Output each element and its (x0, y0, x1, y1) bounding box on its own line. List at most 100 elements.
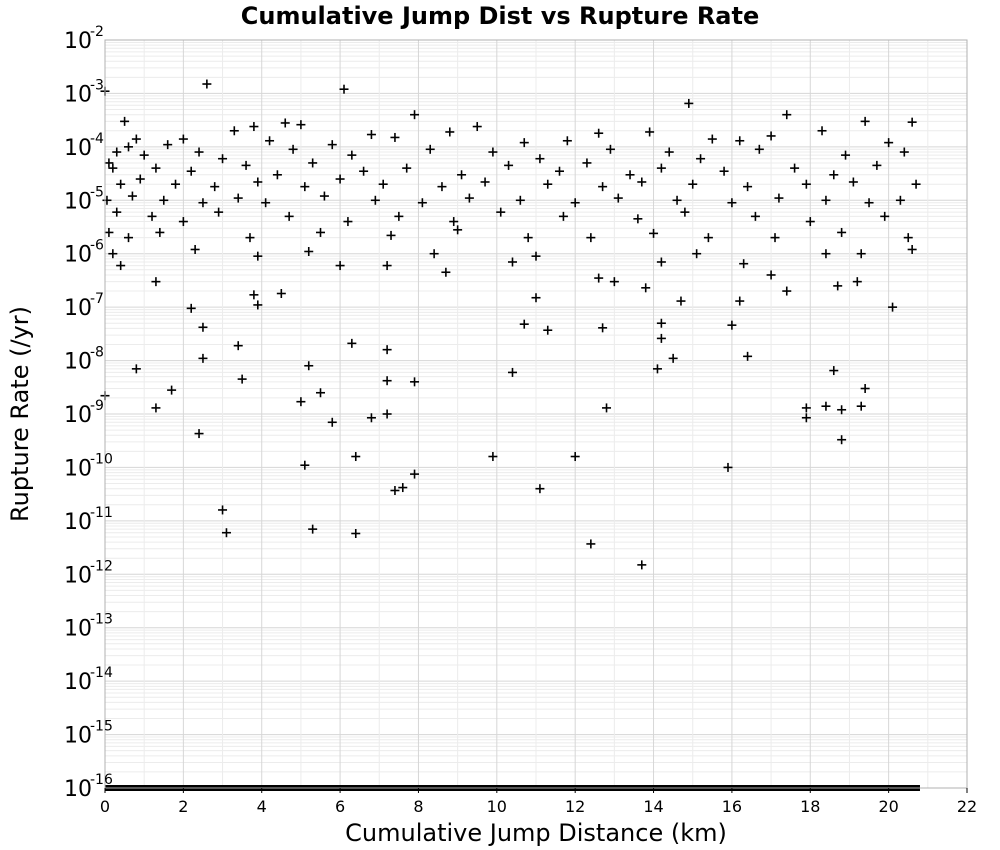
y-tick-label: 10-13 (64, 612, 113, 642)
data-point (598, 323, 608, 333)
data-point (351, 452, 361, 462)
data-point (888, 302, 898, 312)
x-tick-label: 4 (257, 797, 267, 816)
data-point (151, 403, 161, 413)
chart-title: Cumulative Jump Dist vs Rupture Rate (241, 2, 760, 30)
data-point (253, 300, 263, 310)
y-tick-base: 10 (64, 670, 92, 695)
data-point (594, 273, 604, 283)
data-point (382, 261, 392, 271)
data-point (488, 452, 498, 462)
y-tick-label: 10-5 (64, 184, 104, 214)
y-tick-label: 10-6 (64, 238, 104, 268)
x-tick-label: 0 (100, 797, 110, 816)
y-tick-base: 10 (64, 403, 92, 428)
data-point (727, 198, 737, 208)
data-point (210, 182, 220, 192)
data-point (335, 174, 345, 184)
y-tick-exponent: -12 (90, 558, 113, 574)
data-point (194, 147, 204, 157)
data-point (218, 505, 228, 515)
y-tick-base: 10 (64, 456, 92, 481)
data-point (253, 251, 263, 261)
data-point (535, 484, 545, 494)
data-point (837, 405, 847, 415)
data-point (378, 179, 388, 189)
data-point (895, 195, 905, 205)
y-tick-base: 10 (64, 29, 92, 54)
data-point (198, 198, 208, 208)
y-tick-exponent: -2 (90, 24, 104, 40)
data-point (437, 182, 447, 192)
data-point (382, 409, 392, 419)
data-point (519, 319, 529, 329)
data-point (860, 116, 870, 126)
data-point (496, 207, 506, 217)
data-point (245, 233, 255, 243)
data-point (884, 138, 894, 148)
y-tick-exponent: -8 (90, 345, 104, 361)
data-point (684, 98, 694, 108)
data-point (429, 249, 439, 259)
data-point (535, 154, 545, 164)
data-point (198, 322, 208, 332)
y-tick-label: 10-8 (64, 345, 104, 375)
data-point (625, 170, 635, 180)
data-point (703, 233, 713, 243)
data-point (394, 211, 404, 221)
x-tick-label: 22 (957, 797, 977, 816)
data-point (766, 270, 776, 280)
data-point (296, 397, 306, 407)
data-point (774, 193, 784, 203)
data-point (727, 320, 737, 330)
y-tick-base: 10 (64, 243, 92, 268)
data-point (390, 132, 400, 142)
data-point (739, 259, 749, 269)
data-point (821, 401, 831, 411)
data-point (829, 170, 839, 180)
data-point (680, 207, 690, 217)
data-point (261, 198, 271, 208)
data-point (370, 195, 380, 205)
y-tick-exponent: -9 (90, 398, 104, 414)
data-point (801, 179, 811, 189)
data-point (178, 217, 188, 227)
y-tick-exponent: -10 (90, 451, 113, 467)
data-point (104, 158, 114, 168)
grid-lines (104, 39, 968, 789)
data-point (570, 452, 580, 462)
data-point (692, 249, 702, 259)
data-point (402, 163, 412, 173)
data-point (335, 261, 345, 271)
y-tick-label: 10-9 (64, 398, 104, 428)
data-point (382, 376, 392, 386)
y-tick-label: 10-2 (64, 24, 104, 54)
data-point (178, 134, 188, 144)
data-point (586, 233, 596, 243)
data-point (410, 469, 420, 479)
data-point (265, 136, 275, 146)
data-point (308, 524, 318, 534)
y-axis-ticks: 10-210-310-410-510-610-710-810-910-1010-… (64, 24, 113, 802)
data-point (821, 195, 831, 205)
data-point (515, 195, 525, 205)
data-point (880, 211, 890, 221)
data-point (343, 217, 353, 227)
data-point (911, 179, 921, 189)
data-point (829, 366, 839, 376)
data-point (821, 249, 831, 259)
data-point (151, 163, 161, 173)
data-point (425, 144, 435, 154)
data-point (656, 163, 666, 173)
data-point (112, 207, 122, 217)
x-tick-label: 6 (335, 797, 345, 816)
data-point (237, 374, 247, 384)
data-point (120, 116, 130, 126)
data-point (613, 193, 623, 203)
data-point (602, 403, 612, 413)
data-point (319, 191, 329, 201)
data-point (398, 483, 408, 493)
data-point (735, 136, 745, 146)
data-point (139, 150, 149, 160)
y-tick-label: 10-15 (64, 719, 113, 749)
